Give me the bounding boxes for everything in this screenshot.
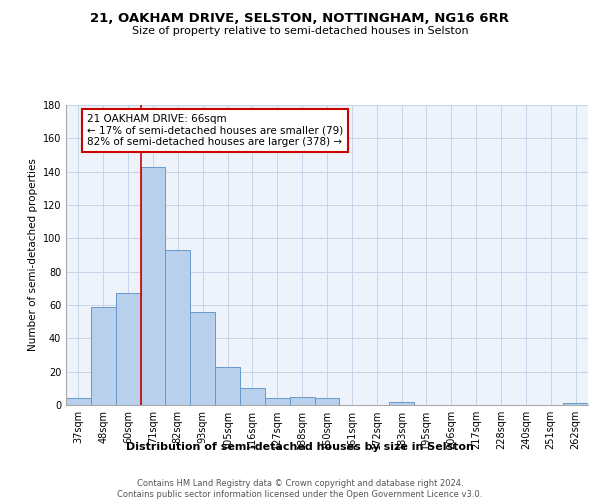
Bar [66, 398, 91, 405]
Bar [116, 294, 140, 405]
Bar [166, 250, 190, 405]
Text: Distribution of semi-detached houses by size in Selston: Distribution of semi-detached houses by … [126, 442, 474, 452]
Bar [215, 366, 240, 405]
Bar [563, 404, 588, 405]
Text: Contains HM Land Registry data © Crown copyright and database right 2024.: Contains HM Land Registry data © Crown c… [137, 479, 463, 488]
Bar [190, 312, 215, 405]
Bar [91, 306, 116, 405]
Text: 21, OAKHAM DRIVE, SELSTON, NOTTINGHAM, NG16 6RR: 21, OAKHAM DRIVE, SELSTON, NOTTINGHAM, N… [91, 12, 509, 26]
Text: Size of property relative to semi-detached houses in Selston: Size of property relative to semi-detach… [131, 26, 469, 36]
Bar [314, 398, 340, 405]
Bar [140, 166, 166, 405]
Bar [265, 398, 290, 405]
Y-axis label: Number of semi-detached properties: Number of semi-detached properties [28, 158, 38, 352]
Bar [389, 402, 414, 405]
Bar [240, 388, 265, 405]
Text: Contains public sector information licensed under the Open Government Licence v3: Contains public sector information licen… [118, 490, 482, 499]
Bar [290, 396, 314, 405]
Text: 21 OAKHAM DRIVE: 66sqm
← 17% of semi-detached houses are smaller (79)
82% of sem: 21 OAKHAM DRIVE: 66sqm ← 17% of semi-det… [87, 114, 343, 147]
